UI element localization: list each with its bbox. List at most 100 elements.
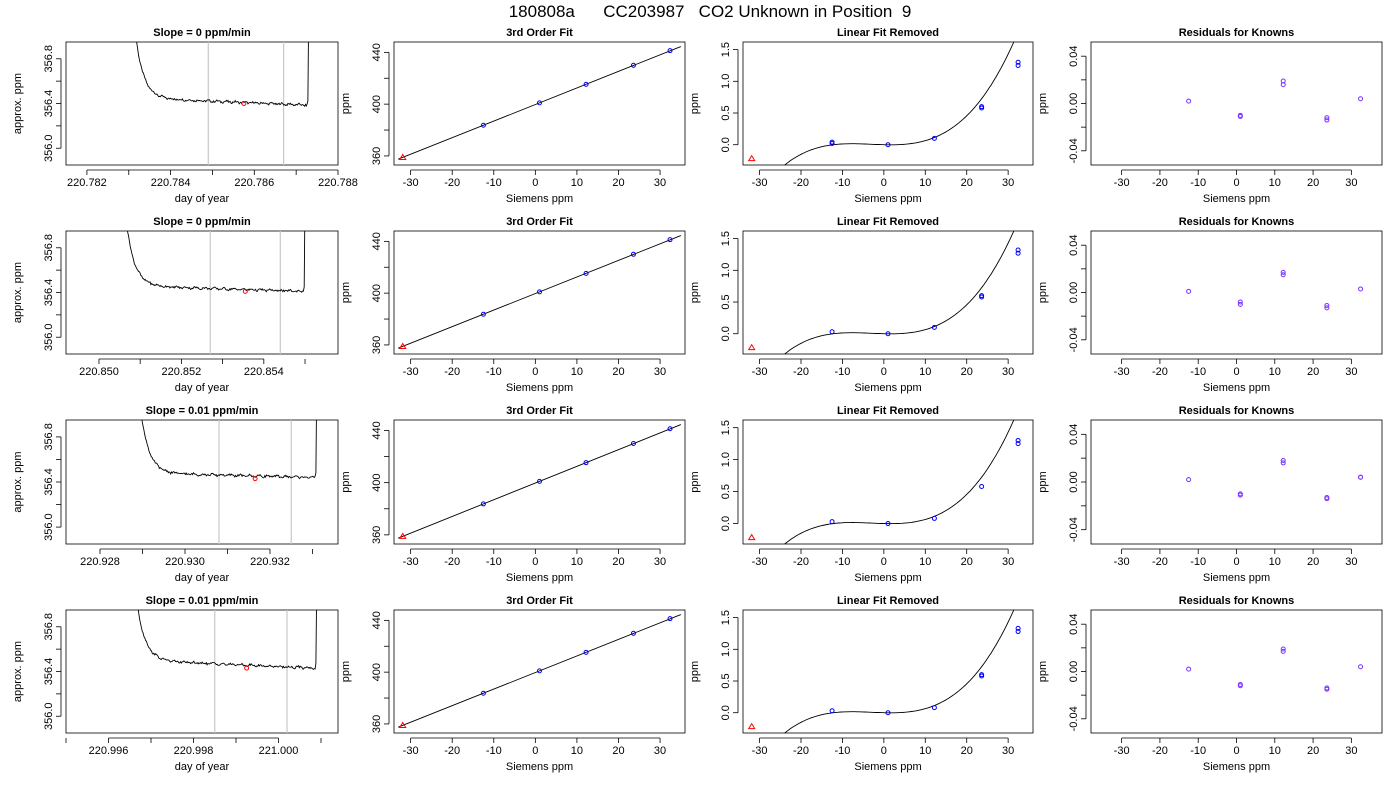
x-tick-label: 20 — [961, 177, 973, 189]
known-point — [829, 140, 835, 146]
residual-point — [1324, 115, 1330, 121]
y-axis-label: ppm — [340, 282, 352, 303]
y-axis-label: ppm — [1037, 471, 1049, 492]
x-tick-label: -10 — [1190, 177, 1206, 189]
panel-title: Linear Fit Removed — [837, 27, 939, 39]
panel-residuals-row-1: Residuals for Knowns -30 -20 -10 0 10 20 30 Siem… — [1037, 27, 1383, 205]
panel-title: 3rd Order Fit — [506, 216, 573, 228]
y-tick-label: 440 — [371, 43, 383, 61]
known-point — [583, 460, 589, 466]
residual-point — [1324, 305, 1330, 311]
x-tick-label: -30 — [1114, 366, 1130, 378]
plot-frame — [65, 41, 339, 166]
panel-title: Slope = 0.01 ppm/min — [146, 405, 259, 417]
data-layer — [127, 231, 306, 354]
x-tick-label: -20 — [793, 366, 809, 378]
plot-frame — [393, 41, 686, 166]
y-tick-label: -0.04 — [1068, 138, 1080, 163]
y-axis-label: approx. ppm — [12, 451, 24, 512]
known-point — [979, 672, 985, 678]
x-tick-label: 20 — [1307, 556, 1319, 568]
x-tick-label: 0 — [1233, 745, 1239, 757]
known-point — [931, 515, 937, 521]
y-tick-label: 360 — [371, 715, 383, 733]
y-tick-label: 0.00 — [1068, 661, 1080, 682]
y-axis-label: ppm — [689, 93, 701, 114]
y-axis-label: ppm — [1037, 93, 1049, 114]
y-tick-label: 356.0 — [43, 513, 55, 541]
known-point — [537, 478, 542, 484]
unknown-marker — [242, 288, 248, 294]
x-tick-label: -30 — [752, 556, 768, 568]
y-tick-label: 360 — [371, 526, 383, 544]
x-tick-label: -10 — [1190, 556, 1206, 568]
plot-frame — [393, 230, 686, 355]
y-tick-label: 1.0 — [720, 263, 732, 278]
x-tick-label: 30 — [1002, 745, 1014, 757]
x-tick-label: -20 — [1152, 177, 1168, 189]
y-tick-label: 356.0 — [43, 702, 55, 730]
x-tick-label: 10 — [1269, 745, 1281, 757]
x-tick-label: 20 — [612, 366, 624, 378]
x-tick-label: -30 — [1114, 177, 1130, 189]
plot-frame — [65, 609, 339, 734]
x-axis-label: day of year — [175, 761, 230, 773]
x-axis-label: Siemens ppm — [1203, 382, 1270, 394]
known-point — [885, 142, 891, 148]
x-tick-label: 10 — [571, 556, 583, 568]
panel-timeseries-row-2: Slope = 0 ppm/min 220.850 220.852 220.854 da… — [12, 216, 339, 394]
x-axis-label: Siemens ppm — [506, 572, 573, 584]
residual-point — [1186, 288, 1192, 294]
x-axis-label: Siemens ppm — [854, 382, 921, 394]
known-point — [480, 122, 486, 128]
x-axis-label: Siemens ppm — [1203, 193, 1270, 205]
residual-point — [1237, 114, 1243, 120]
x-tick-label: -10 — [834, 556, 850, 568]
y-axis-label: ppm — [689, 661, 701, 682]
x-axis-label: day of year — [175, 382, 230, 394]
panel-title: Residuals for Knowns — [1179, 216, 1295, 228]
panel-residuals-row-3: Residuals for Knowns -30 -20 -10 0 10 20 30 Siem… — [1037, 405, 1383, 584]
panel-timeseries-row-4: Slope = 0.01 ppm/min 220.996 220.998 221.00… — [12, 595, 339, 773]
x-tick-label: 0 — [1233, 556, 1239, 568]
y-axis-label: approx. ppm — [12, 262, 24, 323]
data-layer — [1186, 458, 1364, 502]
residual-point — [1186, 477, 1192, 483]
x-tick-label: -10 — [486, 745, 502, 757]
x-tick-label: -30 — [752, 366, 768, 378]
panel-linear_removed-row-2: Linear Fit Removed -30 -20 -10 0 10 20 30 Siemen… — [689, 216, 1034, 394]
y-tick-label: -0.04 — [1068, 706, 1080, 731]
known-point — [630, 440, 636, 446]
panel-title: Linear Fit Removed — [837, 216, 939, 228]
known-point — [1015, 59, 1021, 65]
y-tick-label: 1.0 — [720, 452, 732, 467]
y-axis-label: ppm — [1037, 282, 1049, 303]
residual-point — [1324, 117, 1330, 123]
known-point — [583, 649, 589, 655]
data-layer — [747, 42, 1021, 165]
y-tick-label: 1.0 — [720, 74, 732, 89]
panel-title: 3rd Order Fit — [506, 405, 573, 417]
plot-frame — [742, 609, 1034, 734]
x-tick-label: -20 — [793, 556, 809, 568]
x-tick-label: -20 — [444, 177, 460, 189]
x-tick-label: 20 — [961, 366, 973, 378]
x-tick-label: -10 — [1190, 366, 1206, 378]
x-tick-label: 220.786 — [234, 177, 274, 189]
known-point — [667, 426, 673, 432]
x-tick-label: 220.850 — [79, 366, 119, 378]
y-tick-label: 360 — [371, 336, 383, 354]
panel-fit-row-3: 3rd Order Fit -30 -20 -10 0 10 20 30 Siemens ppm… — [340, 405, 686, 584]
y-axis-label: ppm — [689, 282, 701, 303]
y-tick-label: 400 — [371, 284, 383, 302]
known-point — [829, 708, 835, 714]
panel-residuals-row-2: Residuals for Knowns -30 -20 -10 0 10 20 30 Siem… — [1037, 216, 1383, 394]
known-point — [829, 329, 835, 335]
data-layer — [397, 46, 682, 160]
x-tick-label: 220.932 — [250, 556, 290, 568]
y-axis-label: ppm — [340, 471, 352, 492]
known-point — [667, 48, 673, 54]
y-tick-label: 0.0 — [720, 137, 732, 152]
